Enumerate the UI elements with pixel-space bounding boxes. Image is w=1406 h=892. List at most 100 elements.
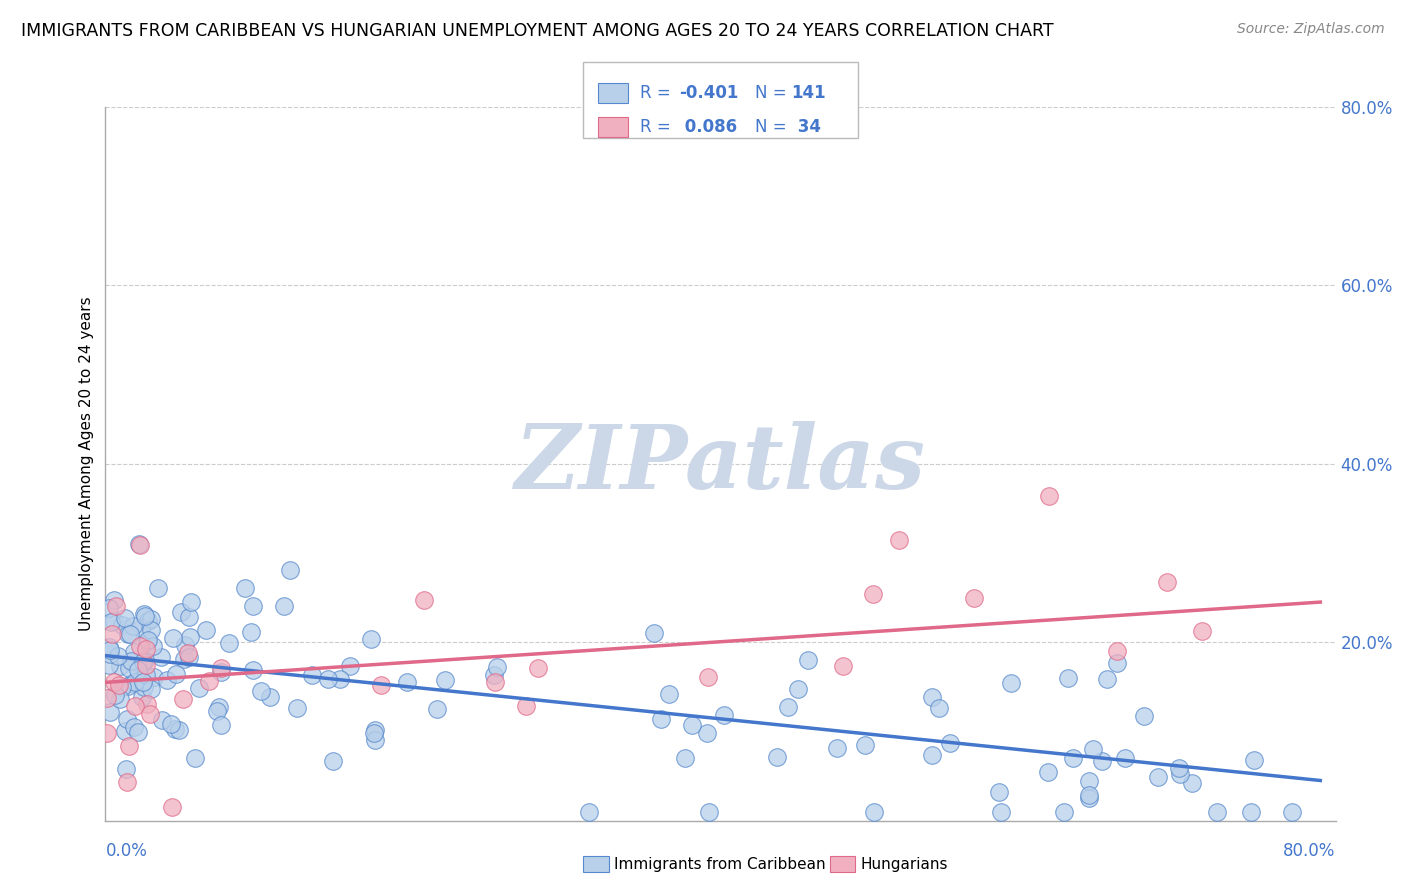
Point <box>143 669 166 683</box>
Text: R =: R = <box>640 118 676 136</box>
Point <box>1078 789 1101 803</box>
Text: 0.086: 0.086 <box>679 118 737 136</box>
Point <box>127 724 149 739</box>
Point <box>117 712 139 726</box>
Point <box>136 614 159 628</box>
Point <box>114 724 136 739</box>
Point <box>412 592 434 607</box>
Text: R =: R = <box>640 84 676 102</box>
Point <box>127 663 149 677</box>
Point <box>364 723 387 737</box>
Point <box>209 661 232 675</box>
Point <box>134 609 156 624</box>
Point <box>118 626 141 640</box>
Point <box>139 624 162 638</box>
Point <box>136 635 159 649</box>
Point <box>194 624 217 638</box>
Point <box>963 591 986 606</box>
Point <box>426 701 449 715</box>
Point <box>832 658 855 673</box>
Point <box>658 688 681 702</box>
Point <box>124 675 146 690</box>
Point <box>142 639 165 653</box>
Point <box>696 670 718 684</box>
Point <box>179 630 201 644</box>
Point <box>1077 774 1099 789</box>
Point <box>1038 489 1060 503</box>
Point <box>650 712 672 726</box>
Point <box>134 653 156 667</box>
Point <box>242 599 264 613</box>
Point <box>259 690 281 705</box>
Point <box>131 690 153 705</box>
Point <box>1057 671 1080 685</box>
Point <box>278 563 301 577</box>
Point <box>135 668 157 682</box>
Point <box>134 681 156 695</box>
Point <box>1091 754 1114 768</box>
Point <box>117 627 139 641</box>
Point <box>173 652 195 666</box>
Point <box>484 668 506 682</box>
Point <box>173 638 195 652</box>
Point <box>363 725 385 739</box>
Point <box>150 713 173 727</box>
Point <box>114 611 136 625</box>
Point <box>713 708 735 723</box>
Point <box>765 750 787 764</box>
Point <box>778 699 800 714</box>
Point <box>1240 805 1263 819</box>
Point <box>170 605 193 619</box>
Text: 80.0%: 80.0% <box>1284 842 1336 860</box>
Point <box>889 533 911 547</box>
Point <box>141 682 163 697</box>
Point <box>103 592 125 607</box>
Point <box>162 631 184 645</box>
Point <box>921 747 943 762</box>
Point <box>339 658 361 673</box>
Text: Immigrants from Caribbean: Immigrants from Caribbean <box>614 857 827 871</box>
Point <box>1281 805 1303 819</box>
Point <box>96 690 118 705</box>
Point <box>1097 673 1119 687</box>
Point <box>1078 790 1101 805</box>
Point <box>122 720 145 734</box>
Point <box>939 736 962 750</box>
Point <box>172 692 194 706</box>
Point <box>1083 742 1105 756</box>
Point <box>177 646 200 660</box>
Point <box>132 607 155 622</box>
Point <box>187 681 209 695</box>
Point <box>156 673 179 688</box>
Point <box>117 660 139 674</box>
Point <box>135 698 157 712</box>
Point <box>97 657 120 672</box>
Point <box>209 665 232 679</box>
Point <box>124 699 146 714</box>
Y-axis label: Unemployment Among Ages 20 to 24 years: Unemployment Among Ages 20 to 24 years <box>79 296 94 632</box>
Point <box>107 648 129 663</box>
Point <box>218 636 240 650</box>
Point <box>329 672 352 686</box>
Point <box>240 624 263 639</box>
Point <box>1181 776 1204 790</box>
Point <box>105 599 128 613</box>
Point <box>115 775 138 789</box>
Point <box>121 675 143 690</box>
Point <box>486 659 509 673</box>
Point <box>103 688 125 702</box>
Point <box>396 675 419 690</box>
Point <box>322 754 344 768</box>
Point <box>1053 805 1076 819</box>
Point <box>115 762 138 776</box>
Point <box>120 654 142 668</box>
Point <box>484 674 506 689</box>
Point <box>235 581 257 595</box>
Point <box>1168 767 1191 781</box>
Point <box>643 626 665 640</box>
Text: N =: N = <box>755 118 792 136</box>
Point <box>110 680 132 694</box>
Point <box>129 538 152 552</box>
Point <box>97 600 120 615</box>
Point <box>853 739 876 753</box>
